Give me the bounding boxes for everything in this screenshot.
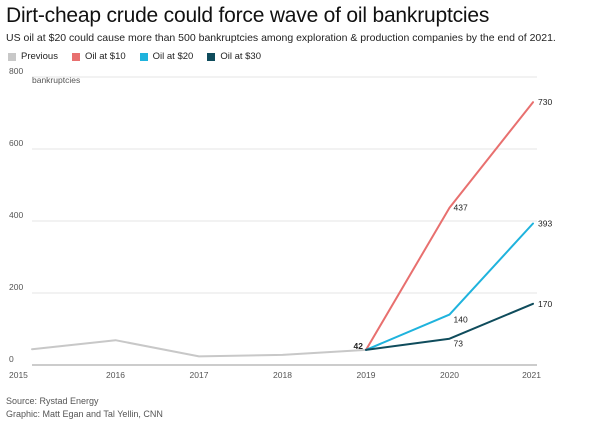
x-tick-label-2018: 2018 — [273, 370, 292, 380]
legend-item-oil-10: Oil at $10 — [71, 51, 126, 62]
y-tick-label-800: 800 — [9, 66, 23, 76]
x-tick-label-2016: 2016 — [106, 370, 125, 380]
data-label-437: 437 — [454, 203, 468, 213]
legend-item-oil-20: Oil at $20 — [139, 51, 194, 62]
x-tick-label-2020: 2020 — [440, 370, 459, 380]
legend-swatch-oil-20 — [139, 52, 148, 61]
data-labels: 42 437 730 140 393 73 170 — [354, 97, 553, 351]
y-tick-label-600: 600 — [9, 138, 23, 148]
series-line-oil-at-10 — [365, 101, 534, 351]
chart-legend: Previous Oil at $10 Oil at $20 Oil at $3… — [8, 51, 261, 62]
legend-label-oil-10: Oil at $10 — [84, 51, 126, 62]
chart-title: Dirt-cheap crude could force wave of oil… — [6, 4, 490, 27]
axes: 0 200 400 600 800 bankruptcies 2015 2016 2017 201… — [9, 66, 541, 380]
legend-label-oil-20: Oil at $20 — [152, 51, 194, 62]
series-lines — [31, 101, 534, 358]
legend-label-previous: Previous — [21, 51, 58, 62]
legend-item-previous: Previous — [8, 51, 58, 62]
x-tick-label-2019: 2019 — [357, 370, 376, 380]
x-tick-label-2017: 2017 — [190, 370, 209, 380]
legend-label-oil-30: Oil at $30 — [220, 51, 261, 62]
source-note: Source: Rystad Energy — [6, 396, 99, 406]
data-label-140: 140 — [454, 315, 468, 325]
x-tick-label-2015: 2015 — [9, 370, 28, 380]
legend-swatch-oil-30 — [207, 52, 216, 61]
y-axis-title: bankruptcies — [32, 75, 80, 85]
data-label-730: 730 — [538, 97, 552, 107]
chart-subtitle: US oil at $20 could cause more than 500 … — [6, 32, 556, 44]
legend-swatch-oil-10 — [71, 52, 80, 61]
data-label-42: 42 — [354, 341, 364, 351]
credit-note: Graphic: Matt Egan and Tal Yellin, CNN — [6, 409, 163, 419]
series-line-oil-at-20 — [365, 222, 534, 351]
data-label-170: 170 — [538, 299, 552, 309]
series-line-oil-at-30 — [365, 302, 534, 351]
y-tick-label-400: 400 — [9, 210, 23, 220]
grid-lines — [32, 76, 537, 366]
data-label-73: 73 — [454, 339, 464, 349]
y-tick-label-0: 0 — [9, 354, 14, 364]
data-label-393: 393 — [538, 219, 552, 229]
legend-item-oil-30: Oil at $30 — [207, 51, 261, 62]
series-line-previous — [31, 339, 367, 358]
x-tick-label-2021: 2021 — [522, 370, 541, 380]
y-tick-label-200: 200 — [9, 282, 23, 292]
legend-swatch-previous — [8, 52, 16, 61]
